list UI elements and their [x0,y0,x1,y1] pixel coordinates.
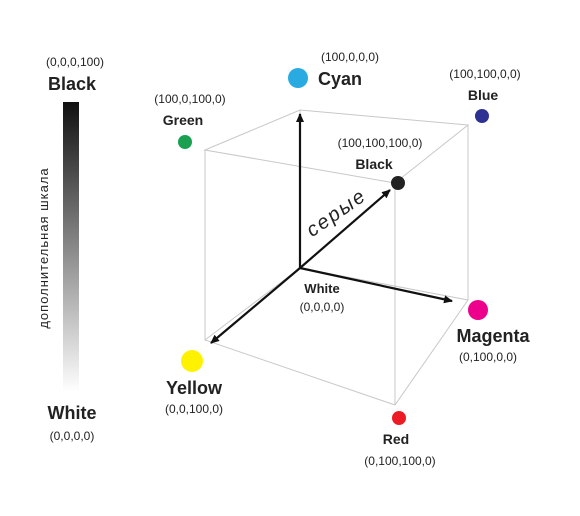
node-coords: (100,100,100,0) [338,136,423,150]
node-label: Yellow [166,378,223,398]
arrows [210,113,453,344]
node-dot [288,68,308,88]
node-dot [475,109,489,123]
node-label: Cyan [318,69,362,89]
node-label: Green [163,112,203,128]
node-coords: (0,0,100,0) [165,402,223,416]
node-label: Black [355,156,393,172]
node-coords: (100,100,0,0) [449,67,520,81]
node-dot [178,135,192,149]
node-dot [392,411,406,425]
node-coords: (0,100,0,0) [459,350,517,364]
node-label: Magenta [456,326,530,346]
node-dot [181,350,203,372]
node-coords: (100,0,0,0) [321,50,379,64]
node-label: Blue [468,87,499,103]
node-coords: (100,0,100,0) [154,92,225,106]
node-coords: (0,0,0,0) [300,300,345,314]
scale-bottom-label: White [48,403,97,423]
scale-bar [63,102,79,392]
gray-axis-label: серые [302,185,370,242]
node-label: White [304,281,339,296]
cube [203,109,470,406]
scale-bottom-coords: (0,0,0,0) [50,429,95,443]
node-label: Red [383,431,409,447]
node-dot [391,176,405,190]
node-coords: (0,100,100,0) [364,454,435,468]
scale-caption: дополнительная шкала [36,167,51,328]
scale-top-coords: (0,0,0,100) [46,55,104,69]
node-dot [468,300,488,320]
scale-top-label: Black [48,74,97,94]
